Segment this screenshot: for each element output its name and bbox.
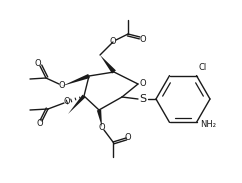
Polygon shape xyxy=(97,110,102,127)
Text: O: O xyxy=(64,98,70,107)
Text: O: O xyxy=(125,132,131,141)
Text: O: O xyxy=(59,81,65,91)
Polygon shape xyxy=(62,74,90,86)
Text: O: O xyxy=(140,35,146,44)
Text: O: O xyxy=(140,79,147,87)
Text: O: O xyxy=(110,38,116,46)
Polygon shape xyxy=(68,95,85,114)
Polygon shape xyxy=(100,55,116,74)
Text: NH₂: NH₂ xyxy=(201,120,217,129)
Text: O: O xyxy=(99,122,105,132)
Text: O: O xyxy=(37,119,43,128)
Text: O: O xyxy=(35,59,41,68)
Text: S: S xyxy=(139,94,147,104)
Text: Cl: Cl xyxy=(198,63,207,72)
